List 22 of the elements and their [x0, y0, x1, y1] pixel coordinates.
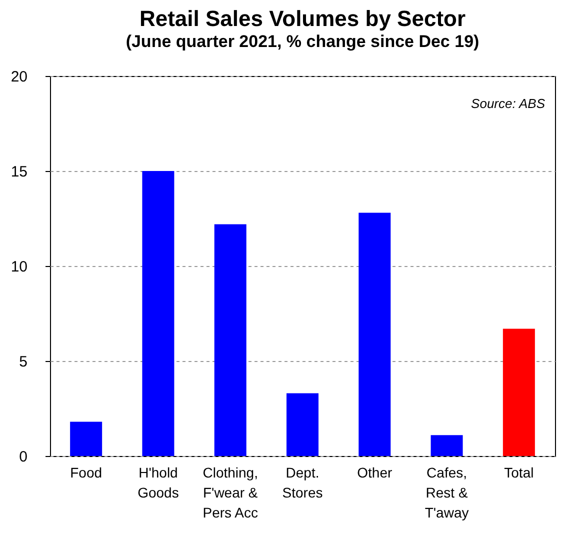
- x-tick-label: Other: [357, 464, 392, 480]
- bar: [358, 212, 391, 456]
- x-tick-label: Food: [70, 464, 102, 480]
- y-tick-label: 10: [10, 258, 28, 276]
- x-tick-label: H'hold Goods: [138, 464, 179, 500]
- x-tick-label: Total: [504, 464, 534, 480]
- bar: [70, 422, 102, 456]
- bar: [142, 171, 174, 456]
- chart-subtitle: (June quarter 2021, % change since Dec 19): [126, 32, 480, 51]
- y-tick-label: 20: [10, 68, 28, 86]
- bar: [214, 224, 246, 456]
- chart-title: Retail Sales Volumes by Sector: [139, 6, 466, 31]
- x-tick-label: Clothing, F'wear & Pers Acc: [202, 464, 258, 520]
- x-tick-label: Dept. Stores: [282, 464, 323, 500]
- y-tick-label: 5: [19, 354, 28, 370]
- bar: [430, 435, 463, 456]
- x-tick-label: Cafes, Rest & T'away: [424, 464, 469, 520]
- y-tick-label: 15: [10, 164, 28, 180]
- bar: [502, 328, 535, 456]
- y-tick-label: 0: [19, 448, 28, 466]
- annotation: Source: ABS: [471, 96, 546, 111]
- bar: [286, 393, 318, 456]
